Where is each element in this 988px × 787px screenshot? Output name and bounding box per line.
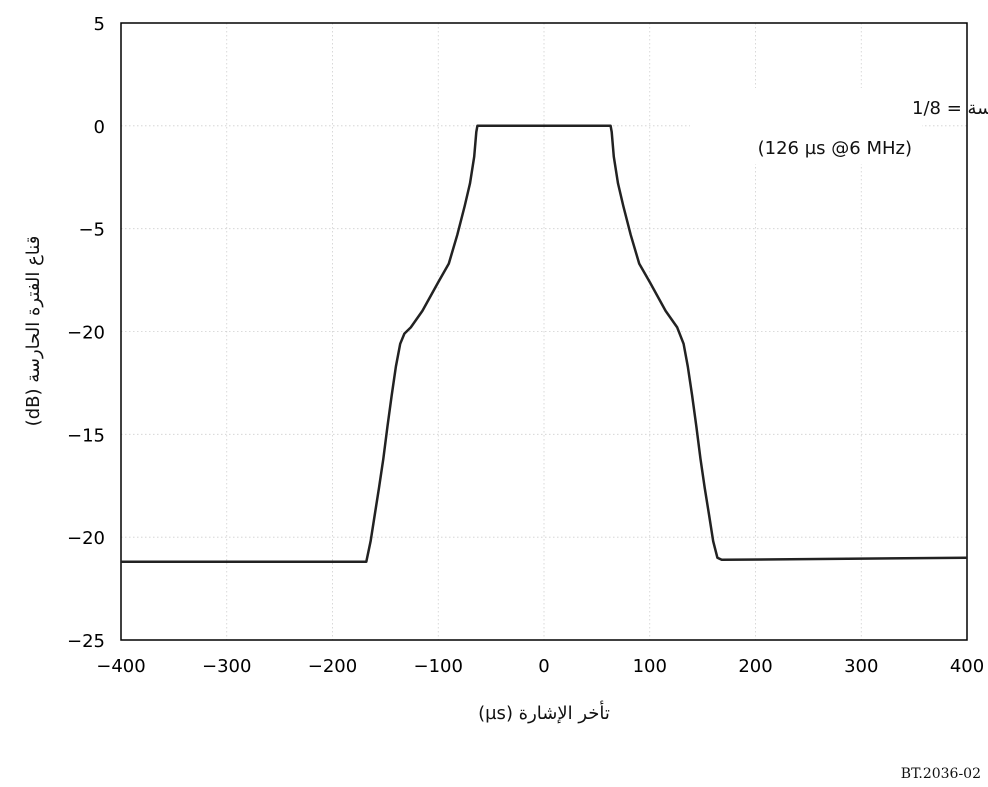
y-tick-label: 5: [94, 14, 105, 35]
y-tick-label: −15: [67, 425, 105, 446]
x-tick-labels: −400 −300 −200 −100 0 100 200 300 400: [96, 656, 984, 677]
annotation-line-1: فاصل الحراسة = 1/8: [912, 98, 988, 119]
series-line: [121, 124, 968, 564]
x-tick-label: −400: [96, 656, 145, 677]
figure-id: BT.2036-02: [901, 766, 981, 782]
grid-lines: [121, 23, 967, 640]
y-axis-label: قناع الفترة الحارسة (dB): [23, 236, 44, 427]
x-tick-label: 0: [538, 656, 549, 677]
y-tick-label: 0: [94, 117, 105, 138]
annotation-line-2: (126 µs @6 MHz): [758, 138, 912, 159]
y-tick-label: −20: [67, 323, 105, 344]
x-tick-label: −300: [202, 656, 251, 677]
y-tick-label: −25: [67, 631, 105, 652]
x-tick-label: 400: [950, 656, 984, 677]
x-tick-label: −100: [414, 656, 463, 677]
x-tick-label: 100: [633, 656, 667, 677]
x-tick-label: 200: [738, 656, 772, 677]
y-tick-labels: 5 0 −5 −20 −15 −20 −25: [67, 14, 105, 652]
y-tick-label: −20: [67, 528, 105, 549]
x-tick-label: 300: [844, 656, 878, 677]
plot-frame: [120, 22, 968, 641]
x-tick-label: −200: [308, 656, 357, 677]
x-axis-label: تأخر الإشارة (µs): [478, 700, 610, 724]
annotation-box: [690, 88, 922, 164]
y-tick-label: −5: [78, 220, 105, 241]
